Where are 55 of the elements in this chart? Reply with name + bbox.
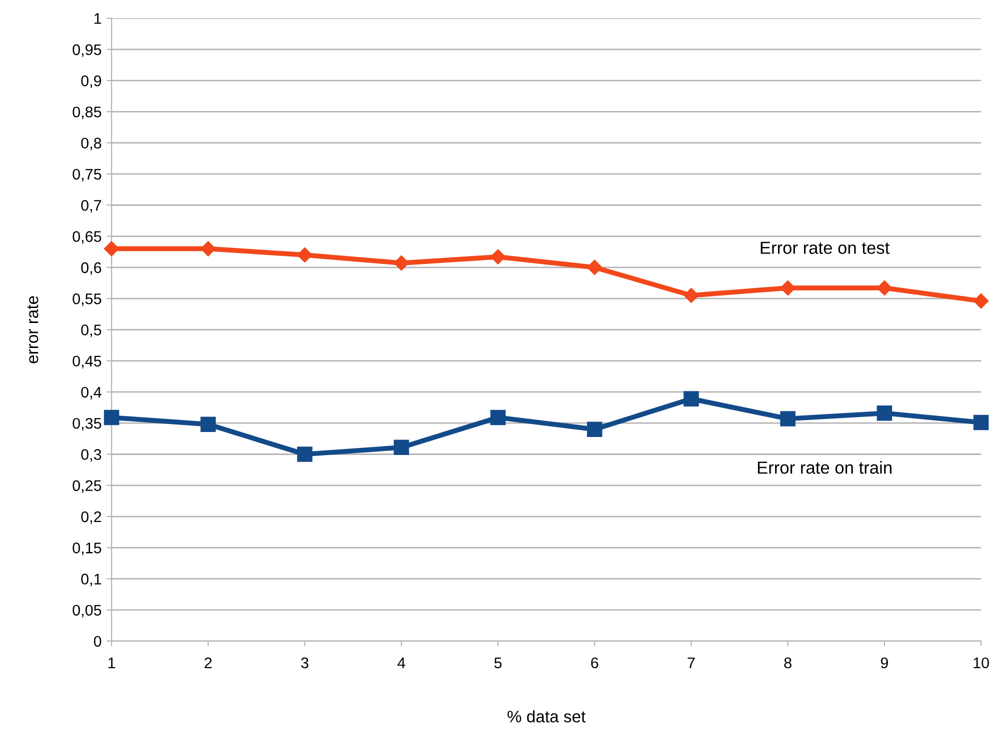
point xyxy=(684,288,699,303)
y-tick-label: 0,5 xyxy=(81,324,102,338)
y-tick-label: 0,95 xyxy=(72,44,102,57)
y-tick-label: 0,7 xyxy=(81,200,102,213)
y-tick-label: 0,4 xyxy=(81,386,102,400)
point xyxy=(200,416,216,432)
x-tick-label: 4 xyxy=(397,658,406,668)
point xyxy=(297,247,312,263)
y-tick-label: 0,9 xyxy=(81,75,102,88)
point xyxy=(586,422,602,437)
x-tick-label: 1 xyxy=(108,658,116,668)
point xyxy=(973,293,989,309)
y-tick-label: 0,65 xyxy=(72,231,102,244)
y-tick-label: 0,35 xyxy=(72,418,102,431)
y-axis-title: error rate xyxy=(27,296,38,364)
point xyxy=(587,260,602,275)
x-tick-label: 10 xyxy=(974,657,989,668)
point xyxy=(200,241,216,256)
x-tick-label: 5 xyxy=(494,658,502,668)
x-tick-label: 9 xyxy=(880,657,888,668)
x-tick-label: 6 xyxy=(591,657,598,668)
point xyxy=(780,280,796,296)
point xyxy=(394,440,410,456)
x-tick-label: 2 xyxy=(204,657,212,668)
point xyxy=(780,411,796,426)
point xyxy=(297,446,312,462)
y-tick-label: 0,2 xyxy=(81,511,102,524)
point xyxy=(876,280,892,296)
y-tick-label: 0,05 xyxy=(72,604,102,618)
y-tick-label: 0,85 xyxy=(72,106,102,120)
point xyxy=(104,410,120,426)
y-tick-label: 0,55 xyxy=(72,293,102,306)
point xyxy=(490,249,506,264)
point xyxy=(104,241,120,256)
y-tick-label: 0,45 xyxy=(72,356,102,368)
x-tick-label: 3 xyxy=(301,657,308,668)
y-tick-label: 0,25 xyxy=(72,480,102,493)
series-label: Error rate on test xyxy=(760,242,890,254)
y-tick-label: 0,75 xyxy=(72,168,102,182)
y-tick-label: 0,15 xyxy=(72,542,102,556)
point xyxy=(394,255,409,271)
x-tick-label: 7 xyxy=(688,658,695,668)
x-tick-label: 8 xyxy=(784,657,792,668)
text: Error rate on train xyxy=(758,461,892,474)
y-tick-label: 0,3 xyxy=(81,449,102,462)
point xyxy=(490,410,506,426)
y-tick-label: 1 xyxy=(94,13,102,24)
x-axis-title: % data set xyxy=(508,710,586,722)
y-tick-label: 0,6 xyxy=(81,262,102,275)
point xyxy=(973,414,989,430)
y-tick-label: 0 xyxy=(94,636,102,647)
y-tick-label: 0,8 xyxy=(81,138,102,150)
y-tick-label: 0,1 xyxy=(81,574,102,586)
point xyxy=(876,406,892,421)
point xyxy=(684,391,699,406)
